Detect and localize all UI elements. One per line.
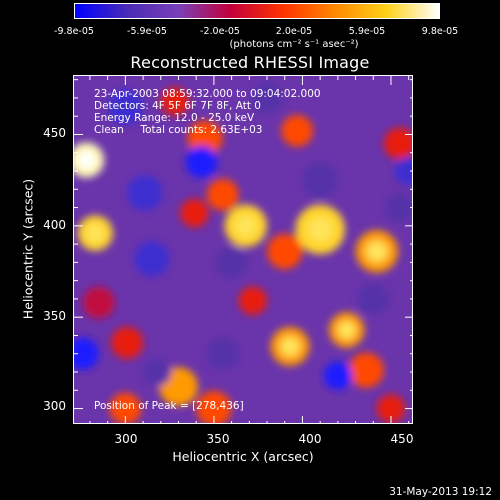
colorbar-tick: -5.9e-05: [127, 26, 167, 37]
heatmap-svg: [74, 76, 412, 423]
negative-emission-blob: [185, 145, 218, 178]
negative-emission-blob: [107, 89, 144, 125]
positive-emission-blob: [238, 286, 268, 315]
positive-emission-blob: [376, 394, 406, 423]
emission-core: [337, 321, 356, 339]
positive-emission-blob: [348, 352, 384, 388]
plot-title: Reconstructed RHESSI Image: [130, 53, 370, 72]
positive-emission-blob: [267, 233, 303, 270]
x-tick-label: 400: [298, 432, 322, 446]
emission-core: [366, 240, 388, 263]
heatmap-blobs: [74, 81, 412, 423]
negative-emission-blob: [323, 361, 353, 390]
negative-emission-blob: [394, 156, 412, 186]
y-tick-label: 300: [43, 399, 66, 413]
negative-emission-blob: [143, 357, 172, 387]
emission-core: [86, 224, 105, 242]
x-axis-label: Heliocentric X (arcsec): [172, 449, 314, 464]
clean-counts-label: Clean Total counts: 2.63E+03: [94, 124, 263, 136]
detectors-label: Detectors: 4F 5F 6F 7F 8F, Att 0: [94, 100, 261, 112]
negative-emission-blob: [206, 337, 239, 370]
positive-emission-blob: [160, 87, 190, 116]
colorbar-tick: -2.0e-05: [200, 26, 240, 37]
negative-emission-blob: [302, 162, 338, 198]
plot-ticks: [74, 76, 412, 423]
x-tick-label: 300: [114, 432, 138, 446]
annotation-block: 23-Apr-2003 08:59:32.000 to 09:04:02.000…: [94, 88, 321, 136]
positive-emission-blob: [383, 127, 412, 160]
negative-emission-blob: [127, 175, 163, 211]
y-tick-label: 400: [43, 218, 66, 232]
plot-timestamp: 31-May-2013 19:12: [389, 486, 492, 498]
positive-emission-blob: [109, 392, 142, 423]
y-tick-label: 350: [43, 309, 66, 323]
x-tick-label: 350: [206, 432, 230, 446]
colorbar-tick: 2.0e-05: [275, 26, 313, 37]
emission-core: [77, 151, 96, 169]
emission-core: [307, 217, 333, 242]
negative-emission-blob: [251, 81, 283, 114]
emission-core: [235, 215, 257, 237]
y-tick-label: 450: [43, 126, 66, 140]
positive-emission-blob: [206, 178, 239, 211]
x-tick-label: 450: [390, 432, 414, 446]
negative-emission-blob: [215, 246, 248, 279]
positive-emission-blob: [82, 286, 115, 319]
image-plot: 23-Apr-2003 08:59:32.000 to 09:04:02.000…: [73, 75, 413, 424]
y-axis-label: Heliocentric Y (arcsec): [20, 178, 36, 320]
positive-emission-blob: [111, 326, 144, 359]
negative-emission-blob: [357, 282, 390, 315]
negative-emission-blob: [134, 241, 170, 277]
colorbar-units: (photons cm⁻² s⁻¹ asec⁻²): [229, 39, 359, 50]
peak-position-label: Position of Peak = [278,436]: [94, 400, 244, 412]
colorbar: [74, 3, 440, 19]
colorbar-tick: 5.9e-05: [348, 26, 386, 37]
negative-emission-blob: [74, 337, 99, 370]
positive-emission-blob: [281, 114, 314, 147]
positive-emission-blob: [196, 390, 232, 423]
colorbar-tick: -9.8e-05: [54, 26, 94, 37]
emission-core: [280, 336, 300, 357]
time-range-label: 23-Apr-2003 08:59:32.000 to 09:04:02.000: [94, 88, 321, 100]
negative-emission-blob: [385, 193, 412, 222]
energy-range-label: Energy Range: 12.0 - 25.0 keV: [94, 112, 255, 124]
colorbar-tick: 9.8e-05: [421, 26, 459, 37]
positive-emission-blob: [180, 198, 209, 228]
